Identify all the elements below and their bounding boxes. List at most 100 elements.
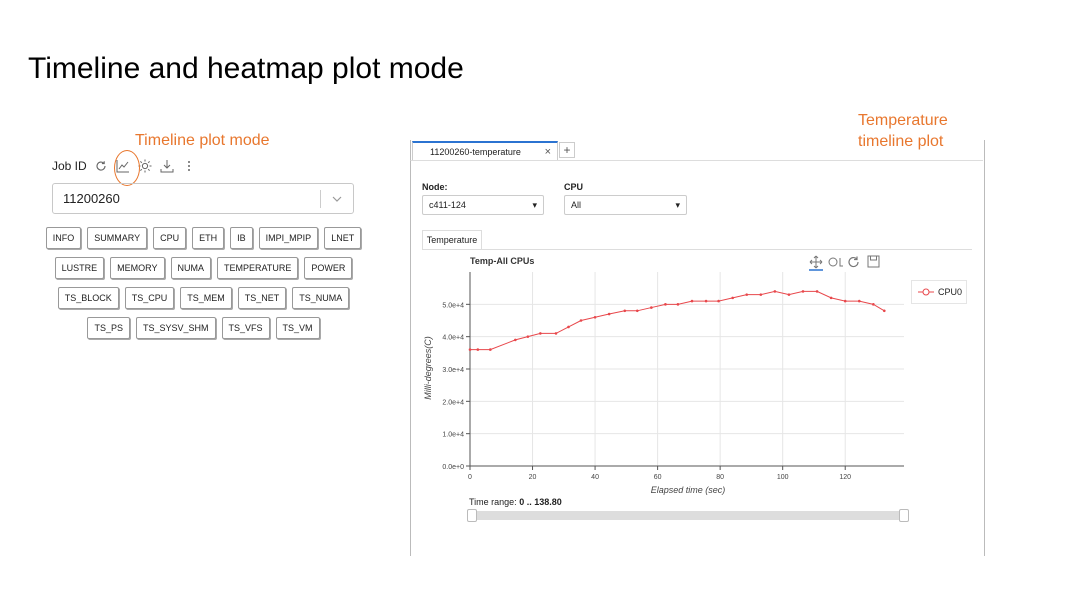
metric-button-row: TS_PS TS_SYSV_SHM TS_VFS TS_VM — [52, 317, 355, 339]
data-point — [593, 315, 597, 319]
metric-button-cpu[interactable]: CPU — [153, 227, 187, 249]
metric-button-ts-vm[interactable]: TS_VM — [275, 317, 320, 339]
y-tick-label: 5.0e+4 — [442, 302, 464, 309]
data-point — [468, 348, 472, 351]
data-point — [801, 290, 805, 293]
annotation-timeline-mode: Timeline plot mode — [135, 132, 270, 149]
metric-button-ib[interactable]: IB — [230, 227, 253, 249]
highlight-circle — [114, 150, 140, 186]
data-point — [690, 299, 694, 303]
job-id-value: 11200260 — [63, 191, 120, 206]
metric-button-ts-mem[interactable]: TS_MEM — [180, 287, 232, 309]
data-point — [759, 293, 763, 296]
y-tick-label: 4.0e+4 — [442, 335, 464, 342]
time-range-slider[interactable] — [467, 509, 909, 522]
job-id-label: Job ID — [52, 159, 87, 173]
save-icon[interactable] — [867, 255, 880, 268]
dropdown-arrow-icon: ▾ — [675, 199, 680, 210]
time-range-title: Time range: — [469, 497, 517, 507]
data-point — [476, 348, 480, 351]
data-point — [539, 332, 542, 335]
range-start-handle[interactable] — [467, 509, 477, 522]
metric-button-summary[interactable]: SUMMARY — [87, 227, 148, 249]
metric-button-ts-net[interactable]: TS_NET — [237, 287, 287, 309]
time-range-value: 0 .. 138.80 — [519, 497, 562, 507]
cpu-select[interactable]: All ▾ — [564, 195, 687, 215]
data-point — [650, 306, 653, 309]
y-tick-label: 2.0e+4 — [442, 399, 464, 406]
x-tick-label: 0 — [468, 474, 472, 481]
metric-button-power[interactable]: POWER — [304, 257, 353, 279]
metric-button-ts-block[interactable]: TS_BLOCK — [57, 287, 119, 309]
data-point — [883, 309, 886, 313]
tab-temperature[interactable]: 11200260-temperature × — [412, 141, 558, 160]
reset-icon[interactable] — [848, 256, 859, 268]
metric-button-lnet[interactable]: LNET — [324, 227, 362, 249]
data-point — [635, 309, 639, 313]
chart-series — [468, 290, 886, 351]
metric-button-info[interactable]: INFO — [45, 227, 82, 249]
chart-legend: CPU0 — [911, 280, 967, 304]
chart-title: Temp-All CPUs — [470, 256, 534, 266]
data-point — [731, 296, 734, 300]
chart-toolbar — [809, 255, 880, 271]
metric-button-ts-sysv-shm[interactable]: TS_SYSV_SHM — [135, 317, 216, 339]
data-point — [554, 332, 558, 335]
x-tick-label: 120 — [839, 474, 851, 481]
more-options-icon[interactable] — [181, 158, 197, 174]
range-end-handle[interactable] — [899, 509, 909, 522]
data-point — [815, 290, 819, 293]
pan-icon[interactable] — [809, 255, 823, 271]
node-label: Node: — [422, 182, 448, 192]
panel-content — [411, 160, 983, 557]
data-point — [704, 299, 708, 303]
data-point — [843, 299, 847, 303]
data-point — [745, 293, 749, 296]
metric-button-ts-vfs[interactable]: TS_VFS — [221, 317, 270, 339]
data-point — [857, 299, 861, 303]
data-point — [579, 319, 583, 322]
data-point — [489, 348, 492, 351]
metric-button-ts-numa[interactable]: TS_NUMA — [292, 287, 350, 309]
metric-button-ts-ps[interactable]: TS_PS — [87, 317, 130, 339]
wheel-zoom-icon[interactable] — [828, 257, 843, 267]
subtab-divider — [422, 249, 972, 250]
subtab-temperature[interactable]: Temperature — [422, 230, 482, 249]
data-point — [623, 309, 627, 313]
data-point — [567, 325, 570, 329]
metric-button-impi-mpip[interactable]: IMPI_MPIP — [258, 227, 319, 249]
job-id-select[interactable]: 11200260 — [52, 183, 354, 214]
x-tick-label: 60 — [654, 474, 662, 481]
metric-button-eth[interactable]: ETH — [192, 227, 225, 249]
data-point — [607, 312, 611, 316]
x-tick-label: 100 — [777, 474, 789, 481]
data-point — [872, 303, 875, 306]
metric-button-memory[interactable]: MEMORY — [110, 257, 165, 279]
metric-button-lustre[interactable]: LUSTRE — [54, 257, 105, 279]
y-tick-label: 0.0e+0 — [442, 464, 464, 471]
download-icon[interactable] — [159, 158, 175, 174]
dropdown-arrow-icon: ▾ — [532, 199, 537, 210]
select-separator — [320, 189, 321, 208]
x-tick-label: 40 — [591, 474, 599, 481]
data-point — [829, 296, 833, 300]
cpu-value: All — [571, 200, 582, 210]
cpu-label: CPU — [564, 182, 584, 192]
close-icon[interactable]: × — [544, 145, 551, 158]
annotation-temperature-plot: Temperature timeline plot — [858, 112, 948, 150]
chart-axes: 0.0e+0 1.0e+4 2.0e+4 3.0e+4 4.0e+4 5.0e+4 0 20 4… — [442, 272, 904, 481]
metric-button-row: LUSTRE MEMORY NUMA TEMPERATURE POWER — [52, 257, 355, 279]
refresh-icon[interactable] — [93, 158, 109, 174]
node-select[interactable]: c411-124 ▾ — [422, 195, 544, 215]
time-range-label: Time range: 0 .. 138.80 — [469, 497, 562, 507]
data-point — [514, 338, 517, 342]
metric-button-numa[interactable]: NUMA — [170, 257, 211, 279]
plot-panel — [410, 140, 985, 556]
data-point — [676, 303, 680, 306]
metric-button-temperature[interactable]: TEMPERATURE — [217, 257, 299, 279]
metric-button-ts-cpu[interactable]: TS_CPU — [124, 287, 175, 309]
chevron-down-icon[interactable] — [321, 196, 353, 202]
add-tab-button[interactable]: + — [559, 142, 575, 158]
metric-buttons: INFO SUMMARY CPU ETH IB IMPI_MPIP LNET LUSTRE M… — [45, 227, 362, 347]
legend-label: CPU0 — [938, 287, 963, 297]
